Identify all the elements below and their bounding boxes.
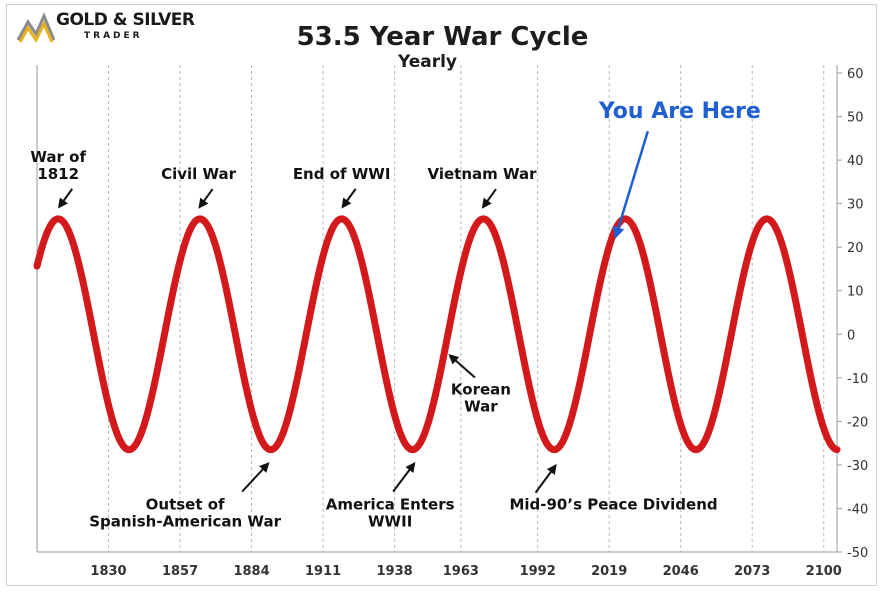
annotation-arrow — [241, 462, 270, 493]
axes: 1830 1857 1884 1911 1938 1963 1992 2019 2046 2073… — [36, 65, 868, 579]
y-tick-label: 20 — [847, 241, 864, 256]
chart-subtitle: Yearly — [397, 52, 458, 72]
x-tick-label: 1911 — [305, 564, 341, 579]
brand-tagline: TRADER — [84, 31, 143, 41]
chart-frame — [6, 4, 877, 586]
annotation-arrow — [58, 188, 74, 209]
annotation-label: End of WWI — [293, 165, 391, 183]
x-tick-label: 1830 — [90, 564, 126, 579]
y-tick-label: -40 — [847, 502, 868, 517]
annotation-label: Spanish-American War — [89, 513, 281, 531]
annotation-arrow — [341, 188, 357, 209]
war-cycle-line — [33, 215, 841, 454]
y-tick-label: 10 — [847, 285, 864, 300]
grid — [108, 65, 825, 552]
annotation-you-are-here: You Are Here — [598, 99, 761, 240]
annotation-label: War of — [30, 148, 86, 166]
x-tick-label: 1857 — [162, 564, 198, 579]
annotation-arrow — [534, 464, 557, 494]
y-tick-label: -20 — [847, 415, 868, 430]
annotation-label: You Are Here — [598, 99, 761, 124]
annotation-label: War — [464, 397, 498, 415]
y-tick-label: 60 — [847, 67, 864, 82]
annotation-label: Korean — [451, 380, 511, 398]
x-tick-label: 2100 — [806, 564, 842, 579]
chart-title: 53.5 Year War Cycle — [296, 22, 589, 52]
x-tick-label: 1963 — [443, 564, 479, 579]
annotation-vietnam-war: Vietnam War — [428, 165, 538, 209]
annotation-arrow — [448, 354, 476, 379]
annotation-label: Mid-90’s Peace Dividend — [509, 496, 717, 514]
y-tick-label: -10 — [847, 372, 868, 387]
annotation-label: Outset of — [146, 496, 225, 514]
annotation-label: America Enters — [326, 496, 455, 514]
y-tick-label: -30 — [847, 459, 868, 474]
curve — [33, 215, 841, 454]
you-are-here-arrow — [612, 130, 650, 240]
brand-logo — [16, 10, 176, 44]
x-tick-label: 2073 — [734, 564, 770, 579]
annotation-arrow — [481, 188, 497, 209]
y-tick-label: 40 — [847, 154, 864, 169]
y-tick-label: 30 — [847, 198, 864, 213]
x-tick-label: 1992 — [520, 564, 556, 579]
annotation-label: Civil War — [161, 165, 237, 183]
x-tick-label: 2019 — [591, 564, 627, 579]
y-tick-label: 0 — [847, 328, 855, 343]
annotation-arrow — [392, 462, 416, 493]
annotation-mid-90s-peace-dividend: Mid-90’s Peace Dividend — [509, 464, 718, 514]
annotation-arrow — [198, 188, 214, 209]
x-tick-label: 2046 — [663, 564, 699, 579]
gold-silver-logo-icon — [16, 12, 56, 43]
annotation-label: WWII — [368, 513, 412, 531]
x-tick-label: 1884 — [233, 564, 269, 579]
y-tick-label: 50 — [847, 111, 864, 126]
annotation-civil-war: Civil War — [161, 165, 237, 209]
brand-name: GOLD & SILVER — [56, 10, 195, 30]
annotation-label: 1812 — [37, 165, 79, 183]
x-tick-label: 1938 — [377, 564, 413, 579]
annotation-label: Vietnam War — [428, 165, 538, 183]
y-tick-label: -50 — [847, 546, 868, 561]
annotation-end-of-wwi: End of WWI — [293, 165, 391, 209]
